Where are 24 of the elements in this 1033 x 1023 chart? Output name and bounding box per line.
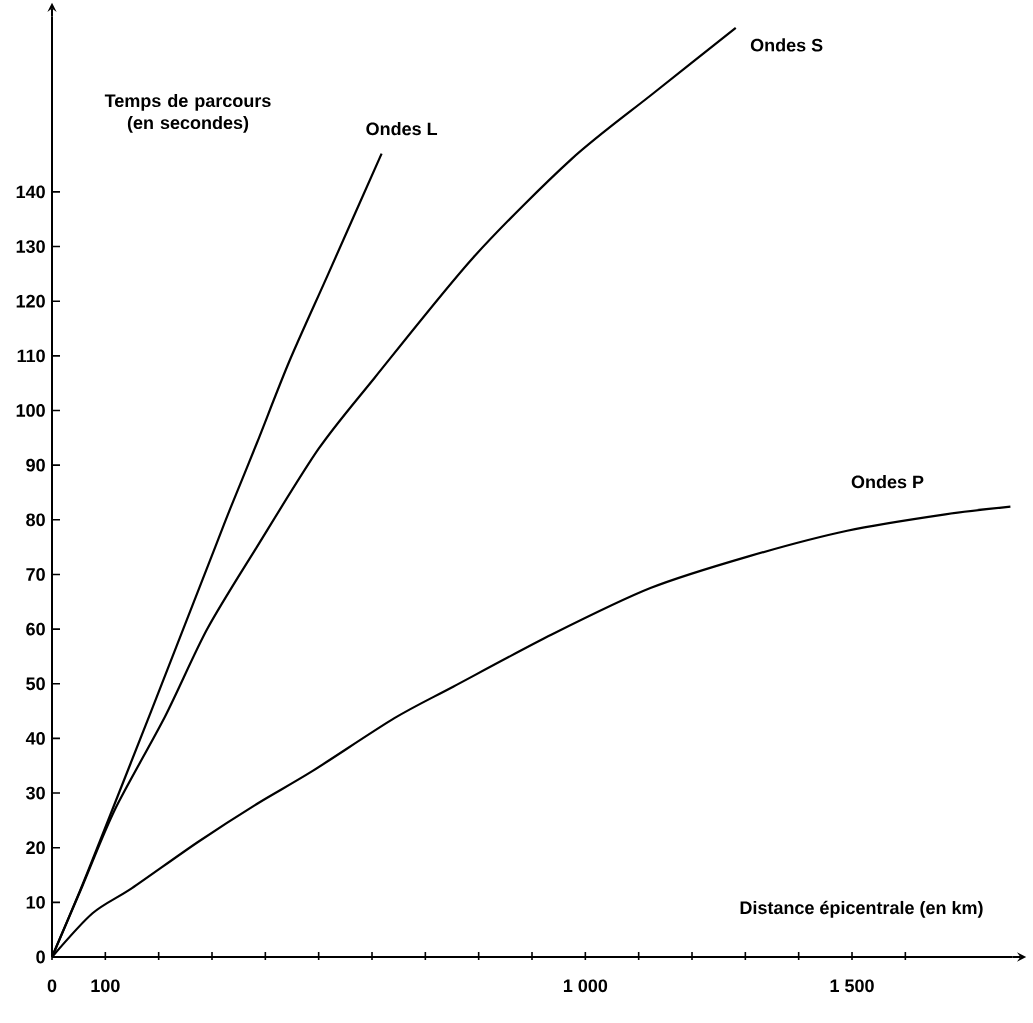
x-tick-label: 1 000: [563, 979, 608, 993]
y-tick-label: 50: [26, 677, 45, 691]
series-label: Ondes P: [851, 475, 924, 489]
y-tick-label: 10: [26, 895, 45, 909]
series-label: Ondes S: [750, 38, 823, 52]
y-tick-label: 120: [16, 294, 45, 308]
y-tick-label: 140: [16, 185, 45, 199]
y-tick-label: 90: [26, 458, 45, 472]
y-tick-label: 110: [17, 349, 45, 363]
y-tick-label: 100: [16, 404, 45, 417]
y-tick-label: 70: [26, 568, 45, 581]
y-tick-label: 0: [36, 950, 45, 964]
y-tick-label: 80: [26, 513, 45, 527]
y-axis-title: Temps de parcours (en secondes): [104, 93, 271, 133]
x-tick-label: 0: [47, 979, 57, 993]
y-tick-label: 60: [26, 622, 45, 636]
x-axis-title: Distance épicentrale (en km): [740, 900, 983, 918]
x-tick-label: 100: [91, 979, 120, 993]
x-tick-label: 1 500: [830, 979, 874, 993]
y-tick-label: 20: [26, 841, 45, 855]
series-label: Ondes L: [366, 122, 438, 136]
y-tick-label: 40: [25, 732, 45, 745]
y-tick-label: 130: [16, 240, 45, 253]
y-tick-label: 30: [25, 786, 45, 800]
